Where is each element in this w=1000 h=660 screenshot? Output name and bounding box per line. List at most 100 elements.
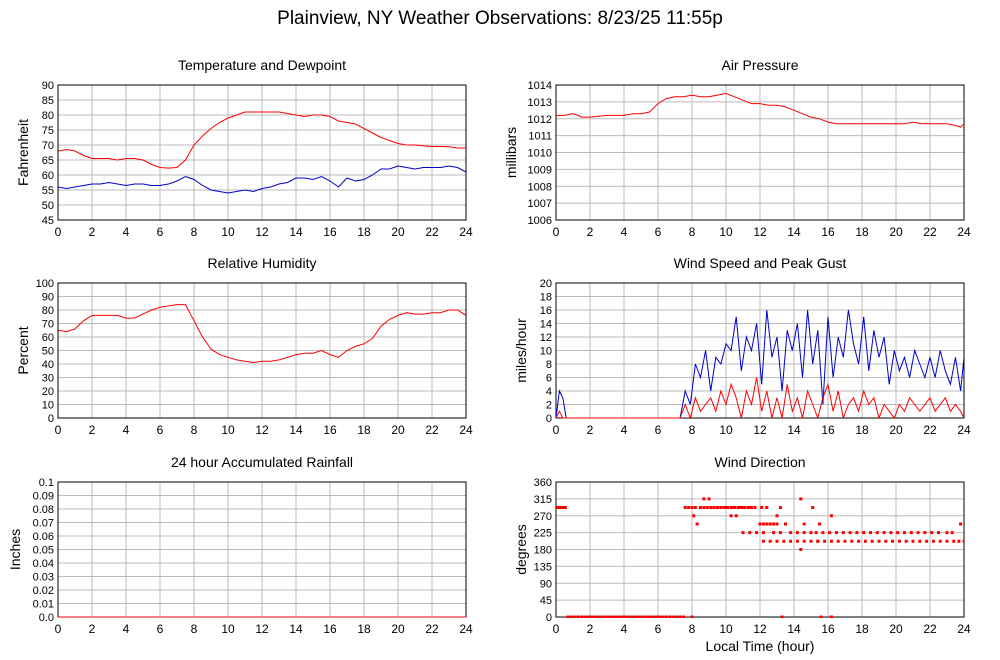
data-point: [957, 539, 961, 543]
data-point: [821, 531, 825, 535]
data-point: [909, 531, 913, 535]
data-point: [692, 514, 696, 518]
y-tick-label: 1011: [528, 131, 552, 143]
data-point: [772, 531, 776, 535]
x-tick-label: 14: [289, 622, 303, 636]
x-tick-label: 24: [957, 225, 971, 239]
x-tick-label: 10: [719, 423, 733, 437]
x-tick-label: 18: [357, 423, 371, 437]
data-point: [624, 615, 628, 618]
data-point: [593, 615, 597, 618]
data-point: [563, 506, 567, 509]
y-tick-label: 1007: [528, 198, 552, 210]
x-tick-label: 22: [425, 622, 439, 636]
x-tick-label: 8: [191, 622, 198, 636]
data-point: [607, 615, 611, 618]
data-point: [836, 539, 840, 543]
x-tick-label: 22: [425, 423, 439, 437]
x-tick-label: 0: [553, 225, 560, 239]
y-tick-label: 60: [42, 170, 54, 182]
x-tick-label: 24: [957, 622, 971, 636]
data-point: [658, 615, 662, 618]
y-tick-label: 20: [540, 278, 552, 290]
chart-title: Temperature and Dewpoint: [178, 57, 346, 73]
x-tick-label: 10: [719, 225, 733, 239]
data-point: [843, 539, 847, 543]
y-tick-label: 50: [42, 346, 54, 358]
data-point: [789, 539, 793, 543]
y-tick-label: 1006: [528, 215, 552, 227]
data-point: [634, 615, 638, 618]
data-point: [724, 506, 728, 509]
data-point: [848, 531, 852, 535]
x-tick-label: 12: [753, 423, 767, 437]
y-tick-label: 180: [534, 545, 552, 557]
x-tick-label: 12: [753, 622, 767, 636]
series-line: [556, 92, 964, 128]
data-point: [819, 615, 823, 618]
y-axis-label: Fahrenheit: [15, 119, 31, 186]
y-tick-label: 0.02: [33, 585, 54, 597]
data-point: [768, 522, 772, 526]
data-point: [637, 615, 641, 618]
x-tick-label: 18: [855, 622, 869, 636]
data-point: [755, 531, 759, 535]
data-point: [930, 531, 934, 535]
data-point: [748, 531, 752, 535]
x-tick-label: 20: [391, 225, 405, 239]
data-point: [712, 506, 716, 509]
x-tick-label: 18: [357, 622, 371, 636]
data-point: [569, 615, 573, 618]
data-point: [765, 522, 769, 526]
data-point: [863, 539, 867, 543]
plot-frame: [57, 84, 467, 221]
data-point: [828, 531, 832, 535]
x-tick-label: 20: [391, 622, 405, 636]
data-point: [950, 531, 954, 535]
y-tick-label: 85: [42, 95, 54, 107]
data-point: [835, 531, 838, 535]
y-tick-label: 0.03: [33, 572, 54, 584]
x-tick-label: 22: [923, 622, 937, 636]
y-tick-label: 0: [546, 612, 552, 624]
y-tick-label: 0.08: [33, 504, 54, 516]
y-tick-label: 70: [42, 319, 54, 331]
data-point: [627, 615, 631, 618]
data-point: [818, 522, 821, 526]
x-tick-label: 12: [255, 622, 269, 636]
data-point: [862, 531, 866, 535]
y-tick-label: 30: [42, 373, 54, 385]
y-tick-label: 0.01: [33, 599, 54, 611]
data-point: [699, 506, 702, 509]
x-tick-label: 20: [391, 423, 405, 437]
y-tick-label: 80: [42, 110, 54, 122]
data-point: [799, 497, 803, 501]
data-point: [795, 539, 799, 543]
chart-humidity: 0 2 4 6 8 10 12 14 16 18 20 22 240102030405060708090…: [15, 255, 473, 437]
x-tick-label: 24: [957, 423, 971, 437]
plot-frame: [57, 282, 467, 419]
x-tick-label: 8: [689, 423, 696, 437]
y-tick-label: 55: [42, 185, 54, 197]
data-point: [560, 506, 564, 509]
data-point: [733, 506, 736, 509]
data-point: [741, 506, 745, 509]
y-tick-label: 1013: [528, 97, 552, 109]
x-tick-label: 18: [357, 225, 371, 239]
y-tick-label: 1008: [528, 181, 552, 193]
data-point: [665, 615, 668, 618]
data-point: [729, 506, 733, 509]
data-point: [784, 522, 787, 526]
y-tick-label: 315: [534, 494, 552, 506]
data-point: [775, 539, 779, 543]
x-tick-label: 4: [621, 225, 628, 239]
x-tick-label: 0: [553, 622, 560, 636]
chart-title: Relative Humidity: [208, 255, 317, 271]
x-tick-label: 10: [221, 622, 235, 636]
series-line: [58, 165, 466, 194]
data-point: [962, 539, 964, 543]
y-axis-label: Inches: [7, 529, 23, 570]
data-point: [707, 497, 711, 501]
data-point: [802, 522, 806, 526]
x-tick-label: 4: [123, 225, 130, 239]
